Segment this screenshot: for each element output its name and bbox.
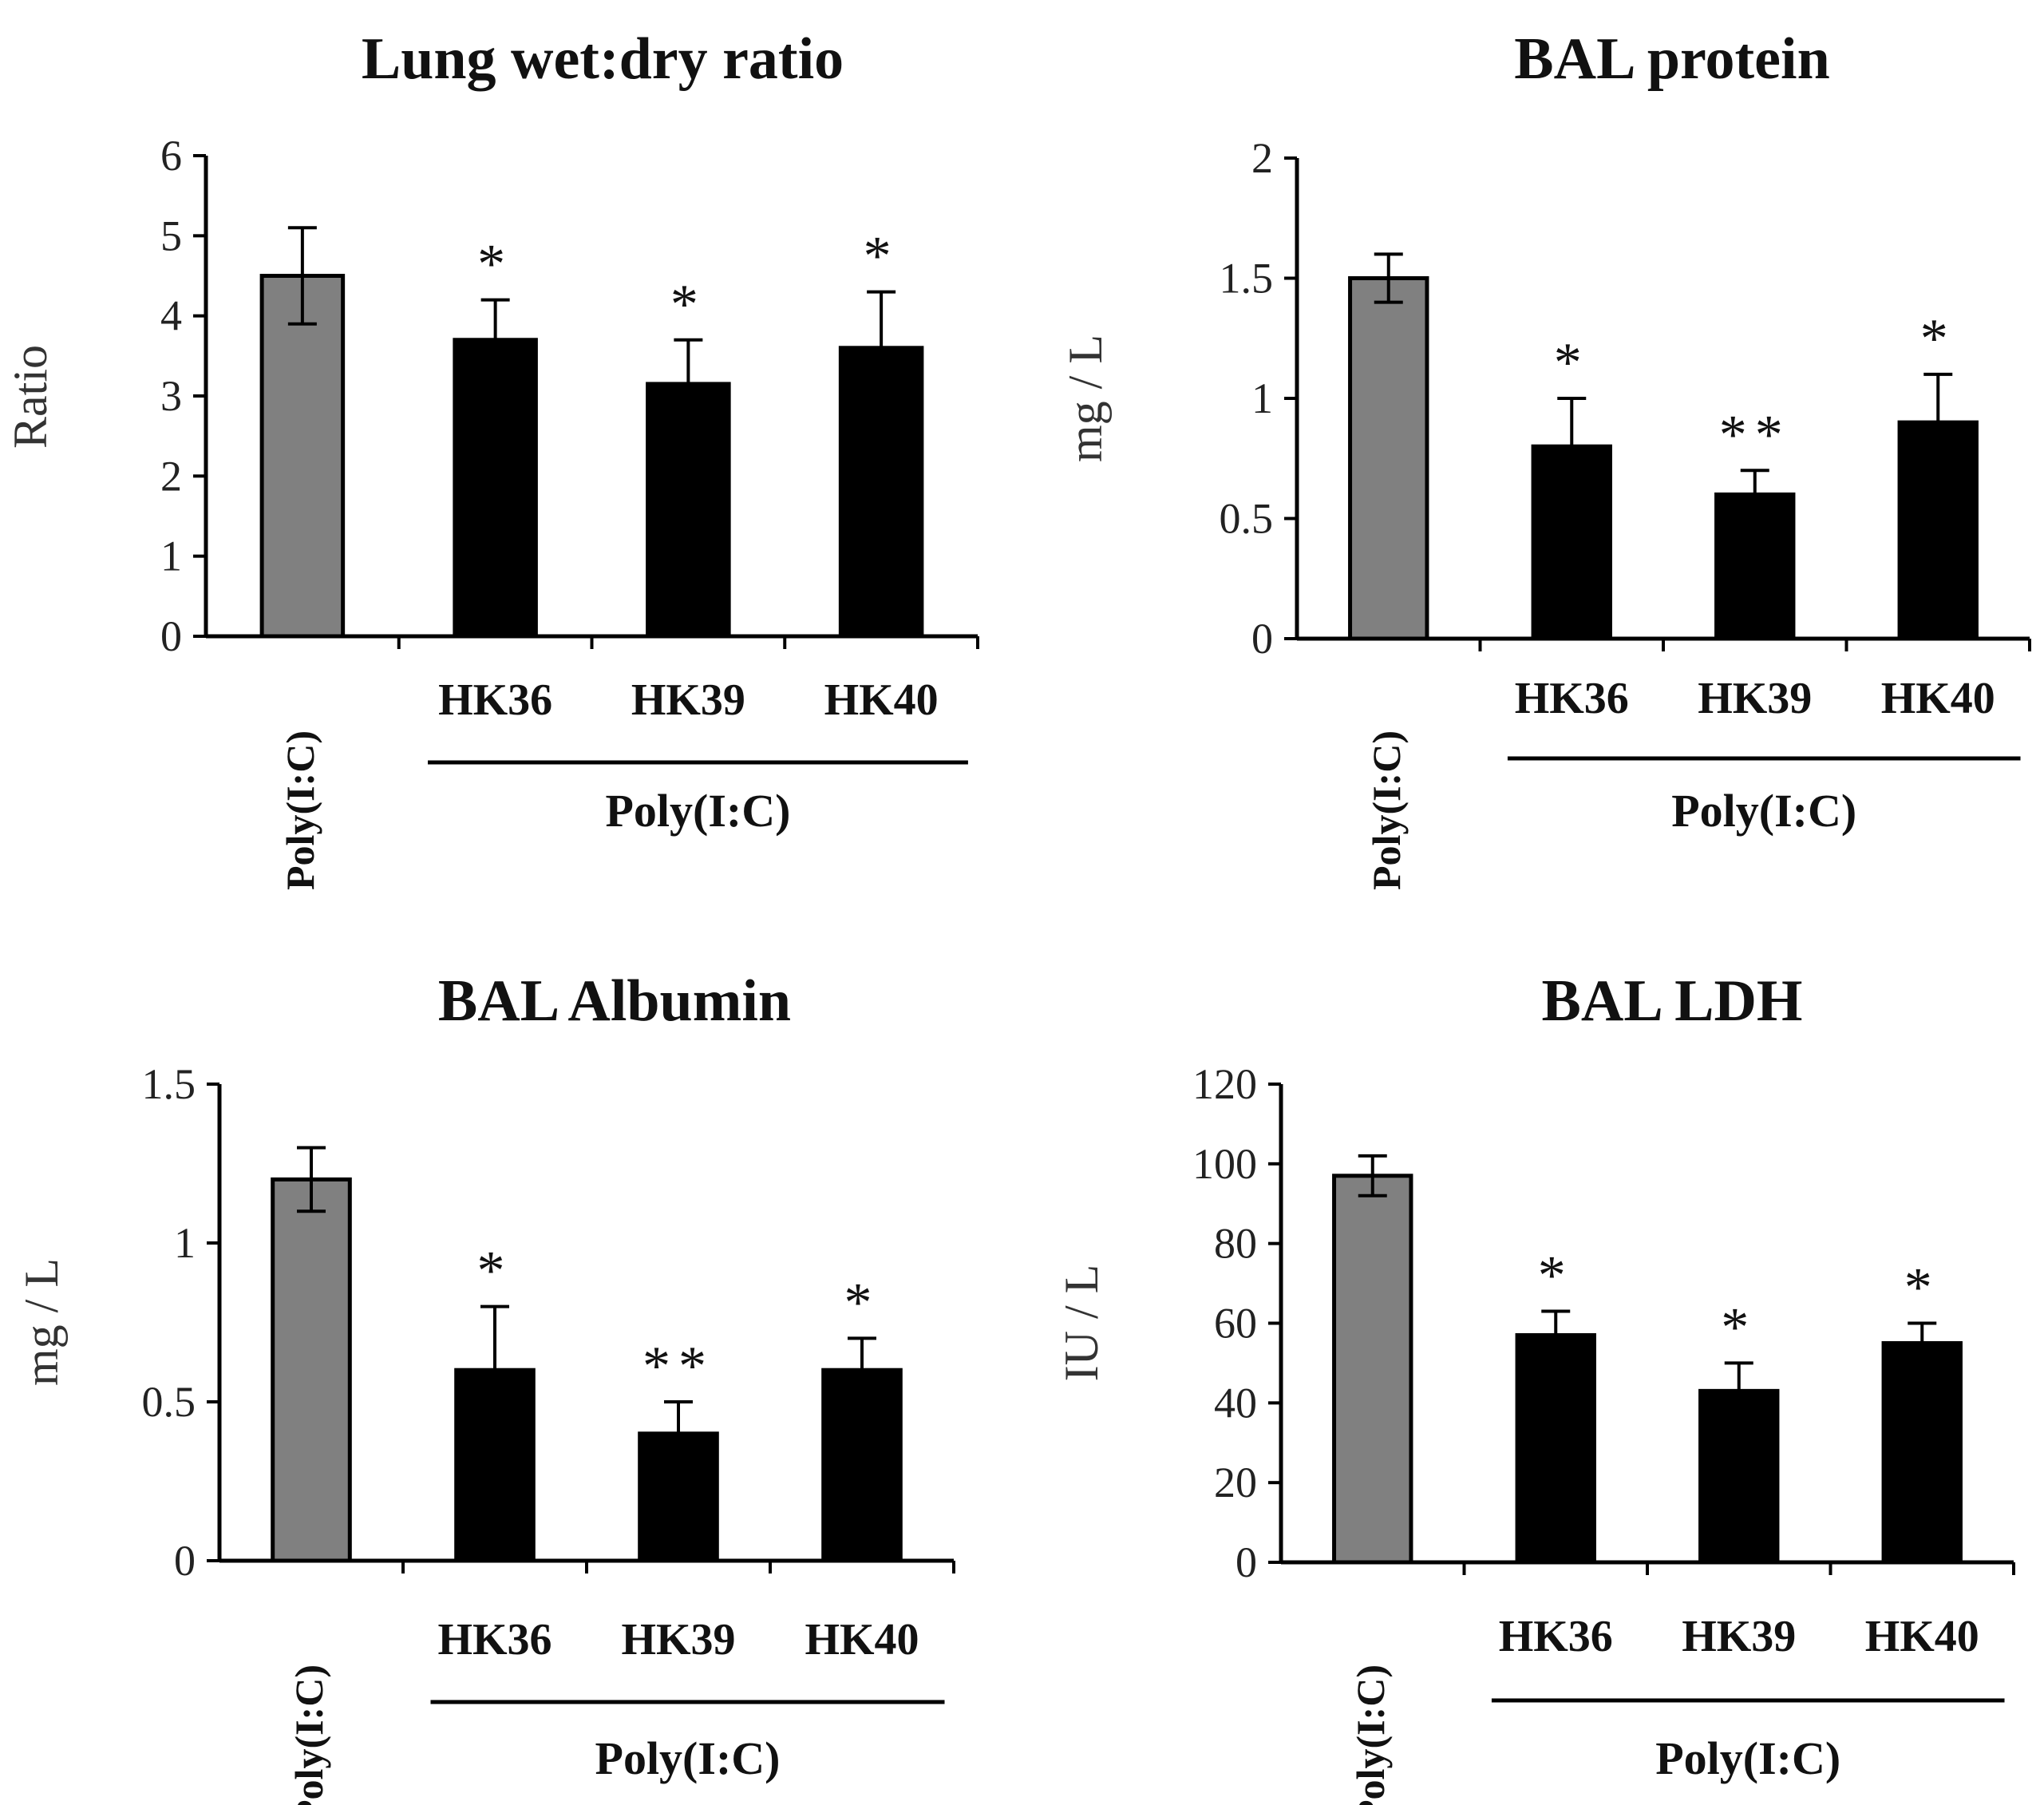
category-label: HK39 bbox=[1698, 674, 1812, 723]
y-axis-label: mg / L bbox=[15, 1258, 68, 1386]
category-label: HK36 bbox=[1515, 674, 1629, 723]
y-axis-label: Ratio bbox=[4, 345, 57, 449]
bar-hk40 bbox=[838, 346, 924, 639]
chart-title: Lung wet:dry ratio bbox=[362, 26, 844, 92]
significance-mark: * bbox=[1721, 1296, 1757, 1358]
group-label: Poly(I:C) bbox=[605, 785, 790, 837]
chart-title: BAL Albumin bbox=[438, 968, 791, 1034]
bar-hk36 bbox=[454, 1368, 536, 1563]
significance-mark: * bbox=[844, 1272, 880, 1333]
control-label: Poly(I:C) bbox=[287, 1664, 331, 1805]
y-tick-label: 1.5 bbox=[1220, 255, 1274, 303]
significance-mark: * bbox=[1554, 332, 1590, 394]
chart-title: BAL LDH bbox=[1542, 968, 1803, 1034]
y-tick-label: 2 bbox=[160, 452, 182, 500]
y-tick-label: 100 bbox=[1192, 1140, 1257, 1188]
category-label: HK39 bbox=[621, 1615, 735, 1664]
y-tick-label: 1 bbox=[1251, 374, 1273, 422]
category-label: HK40 bbox=[1881, 674, 1995, 723]
significance-mark: * bbox=[670, 274, 706, 335]
significance-mark: * bbox=[477, 234, 513, 295]
significance-mark: * bbox=[1904, 1257, 1940, 1319]
category-label: HK39 bbox=[631, 675, 745, 725]
significance-mark: * bbox=[1920, 308, 1956, 370]
y-tick-label: 6 bbox=[160, 132, 182, 180]
group-label: Poly(I:C) bbox=[595, 1732, 781, 1784]
control-label: Poly(I:C) bbox=[1348, 1664, 1393, 1805]
bar-polyic bbox=[271, 1177, 352, 1563]
y-tick-label: 60 bbox=[1214, 1300, 1257, 1348]
chart-panel-1: BAL protein mg / L 0 0.5 1 1.5 2 Poly(I:C) * HK36… bbox=[1059, 26, 2031, 890]
y-axis-label: IU / L bbox=[1055, 1265, 1108, 1382]
bar-hk39 bbox=[646, 382, 731, 639]
category-label: HK36 bbox=[438, 675, 552, 725]
y-tick-label: 1.5 bbox=[142, 1060, 196, 1108]
y-tick-label: 2 bbox=[1251, 134, 1273, 182]
chart-panel-2: BAL Albumin mg / L 0 0.5 1 1.5 Poly(I:C) * HK36 *… bbox=[15, 968, 955, 1805]
y-tick-label: 20 bbox=[1214, 1459, 1257, 1506]
y-tick-label: 0.5 bbox=[142, 1378, 196, 1426]
bar-hk40 bbox=[1897, 420, 1979, 641]
bar-hk39 bbox=[1714, 492, 1796, 641]
bar-hk36 bbox=[453, 338, 538, 639]
group-label: Poly(I:C) bbox=[1655, 1732, 1840, 1784]
category-label: HK40 bbox=[1865, 1612, 1979, 1661]
y-tick-label: 0 bbox=[1235, 1538, 1257, 1586]
group-label: Poly(I:C) bbox=[1671, 785, 1856, 837]
bar-hk39 bbox=[638, 1431, 719, 1563]
chart-panel-0: Lung wet:dry ratio Ratio 0 1 2 3 4 5 6 Poly(I:C) *… bbox=[4, 26, 979, 890]
significance-mark: * bbox=[864, 226, 899, 287]
chart-panel-3: BAL LDH IU / L 0 20 40 60 80 100 120 Poly(I:C) * HK… bbox=[1055, 968, 2015, 1805]
chart-title: BAL protein bbox=[1514, 26, 1829, 92]
bar-hk36 bbox=[1515, 1332, 1596, 1565]
control-label: Poly(I:C) bbox=[1364, 730, 1409, 890]
significance-mark: * bbox=[1538, 1245, 1574, 1307]
bar-polyic bbox=[259, 274, 346, 639]
y-tick-label: 40 bbox=[1214, 1379, 1257, 1427]
significance-mark: ** bbox=[1719, 404, 1791, 465]
y-tick-label: 1 bbox=[160, 532, 182, 580]
category-label: HK40 bbox=[824, 675, 939, 725]
bar-polyic bbox=[1348, 276, 1429, 641]
y-tick-label: 0 bbox=[174, 1537, 196, 1585]
bar-polyic bbox=[1332, 1174, 1413, 1565]
bar-hk40 bbox=[821, 1368, 903, 1563]
y-tick-label: 80 bbox=[1214, 1220, 1257, 1268]
bar-hk39 bbox=[1698, 1388, 1780, 1565]
category-label: HK36 bbox=[1499, 1612, 1613, 1661]
category-label: HK36 bbox=[437, 1615, 552, 1664]
category-label: HK39 bbox=[1682, 1612, 1796, 1661]
significance-mark: ** bbox=[642, 1336, 714, 1397]
bar-hk40 bbox=[1881, 1340, 1963, 1565]
y-tick-label: 1 bbox=[174, 1219, 196, 1267]
significance-mark: * bbox=[477, 1241, 513, 1302]
y-axis-label: mg / L bbox=[1059, 334, 1112, 462]
bar-hk36 bbox=[1531, 444, 1612, 641]
y-tick-label: 0 bbox=[160, 612, 182, 660]
y-tick-label: 4 bbox=[160, 292, 182, 340]
y-tick-label: 0.5 bbox=[1220, 495, 1274, 543]
category-label: HK40 bbox=[805, 1615, 919, 1664]
control-label: Poly(I:C) bbox=[278, 730, 322, 890]
y-tick-label: 0 bbox=[1251, 615, 1273, 663]
y-tick-label: 5 bbox=[160, 212, 182, 259]
y-tick-label: 120 bbox=[1192, 1060, 1257, 1108]
y-tick-label: 3 bbox=[160, 372, 182, 420]
